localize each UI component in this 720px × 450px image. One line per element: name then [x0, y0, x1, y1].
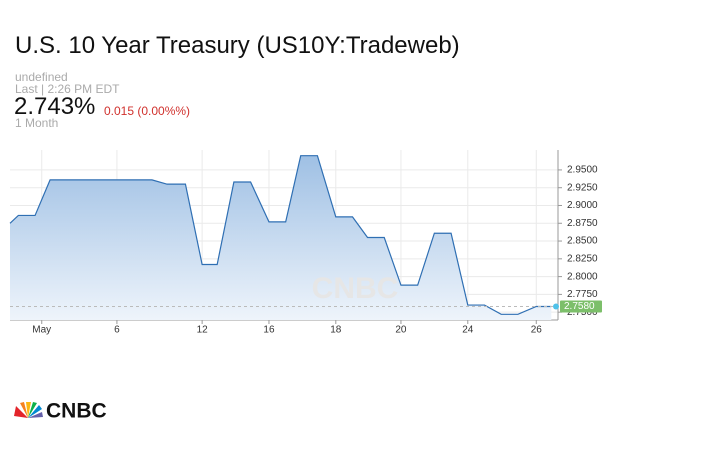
price: 2.743%	[14, 93, 96, 120]
y-tick-label: 2.9000	[567, 200, 598, 211]
title: U.S. 10 Year Treasury (US10Y:Tradeweb)	[15, 32, 460, 59]
last-value-box	[560, 300, 602, 313]
line	[9, 155, 552, 315]
last-value-dot	[553, 303, 559, 310]
x-tick-label: 12	[197, 325, 209, 336]
x-tick-label: May	[32, 325, 51, 336]
y-tick-label: 2.9250	[567, 182, 598, 193]
x-tick-label: 24	[462, 325, 474, 336]
x-tick-label: 26	[531, 325, 543, 336]
y-tick-label: 2.7750	[567, 289, 598, 300]
watermark: CNBC	[312, 272, 399, 305]
area	[10, 155, 552, 320]
last-value-label: 2.7580	[564, 301, 595, 312]
x-tick-label: 16	[263, 325, 275, 336]
y-tick-label: 2.8750	[567, 218, 598, 229]
last-time: Last | 2:26 PM EDT	[15, 82, 120, 96]
logo-text: CNBC	[46, 400, 107, 423]
change: 0.015 (0.00%%)	[104, 104, 191, 118]
y-tick-label: 2.9500	[567, 165, 598, 176]
source: undefined	[15, 70, 68, 84]
period: 1 Month	[15, 116, 59, 130]
x-tick-label: 20	[395, 325, 407, 336]
x-tick-label: 6	[114, 325, 120, 336]
y-tick-label: 2.8500	[567, 236, 598, 247]
y-tick-label: 2.8000	[567, 271, 598, 282]
y-tick-label: 2.8250	[567, 253, 598, 264]
logo: CNBC	[14, 400, 107, 423]
x-tick-label: 18	[330, 325, 342, 336]
